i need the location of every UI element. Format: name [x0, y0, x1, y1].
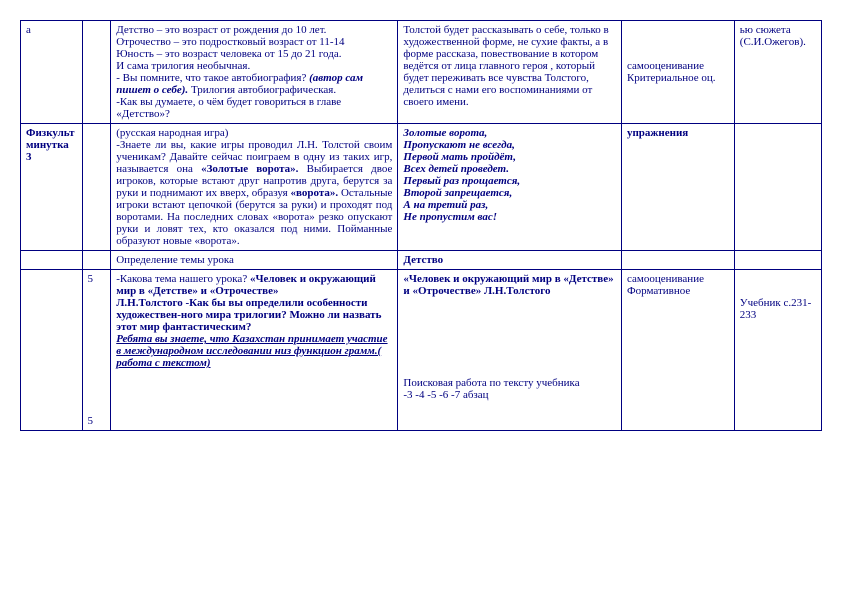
- poem-line: А на третий раз,: [403, 199, 616, 211]
- text-span: - Вы помните, что такое автобиография?: [116, 72, 309, 84]
- text-line: Толстой будет рассказывать о себе, тольк…: [403, 24, 616, 108]
- cell-time: [82, 21, 111, 124]
- cell-stage: [21, 270, 83, 431]
- table-row: Определение темы урока Детство: [21, 251, 822, 270]
- table-row: а Детство – это возраст от рождения до 1…: [21, 21, 822, 124]
- text-span: «ворота».: [291, 187, 339, 199]
- text-line: -Как вы думаете, о чём будет говориться …: [116, 96, 392, 120]
- poem-line: Первой мать пройдёт,: [403, 151, 616, 163]
- cell-time: [82, 251, 111, 270]
- poem-line: Второй запрещается,: [403, 187, 616, 199]
- cell-resources: [734, 251, 821, 270]
- text-line: упражнения: [627, 127, 688, 139]
- cell-stage: Физкульт минутка 3: [21, 124, 83, 251]
- cell-teacher-activity: Детство – это возраст от рождения до 10 …: [111, 21, 398, 124]
- cell-resources: [734, 124, 821, 251]
- cell-assessment: [621, 251, 734, 270]
- poem-line: Первый раз прощается,: [403, 175, 616, 187]
- text-span: «Золотые ворота».: [201, 163, 298, 175]
- cell-student-activity: «Человек и окружающий мир в «Детстве» и …: [398, 270, 622, 431]
- table-row: 5 5 -Какова тема нашего урока? «Человек …: [21, 270, 822, 431]
- cell-assessment: упражнения: [621, 124, 734, 251]
- poem-line: Не пропустим вас!: [403, 211, 616, 223]
- text-line: -Какова тема нашего урока? «Человек и ок…: [116, 273, 392, 297]
- cell-stage: [21, 251, 83, 270]
- text-line: самооценивание: [627, 60, 729, 72]
- text-span: Трилогия автобиографическая.: [188, 84, 336, 96]
- text-line: Учебник с.231-233: [740, 297, 816, 321]
- text-line: самооценивание: [627, 273, 729, 285]
- poem-line: Всех детей проведет.: [403, 163, 616, 175]
- text-line: Отрочество – это подростковый возраст от…: [116, 36, 392, 48]
- stage-label: минутка 3: [26, 139, 69, 163]
- cell-stage: а: [21, 21, 83, 124]
- text-line: -3 -4 -5 -6 -7 абзац: [403, 389, 616, 401]
- text-line: Поисковая работа по тексту учебника: [403, 377, 616, 389]
- text-block: -Знаете ли вы, какие игры проводил Л.Н. …: [116, 139, 392, 247]
- text-line: «Человек и окружающий мир в «Детстве» и …: [403, 273, 616, 297]
- lesson-plan-table: а Детство – это возраст от рождения до 1…: [20, 20, 822, 431]
- text-line: Формативное: [627, 285, 729, 297]
- cell-teacher-activity: (русская народная игра) -Знаете ли вы, к…: [111, 124, 398, 251]
- text-line: Ребята вы знаете, что Казахстан принимае…: [116, 333, 392, 369]
- cell-resources: Учебник с.231-233: [734, 270, 821, 431]
- table-row: Физкульт минутка 3 (русская народная игр…: [21, 124, 822, 251]
- text-line: ью сюжета (С.И.Ожегов).: [740, 24, 816, 48]
- poem-line: Пропускают не всегда,: [403, 139, 616, 151]
- cell-time: [82, 124, 111, 251]
- cell-assessment: самооценивание Формативное: [621, 270, 734, 431]
- text-span: -Какова тема нашего урока?: [116, 273, 250, 285]
- cell-teacher-activity: -Какова тема нашего урока? «Человек и ок…: [111, 270, 398, 431]
- text-line: Л.Н.Толстого -Как бы вы определили особе…: [116, 297, 392, 333]
- cell-assessment: самооценивание Критериальное оц.: [621, 21, 734, 124]
- cell-resources: ью сюжета (С.И.Ожегов).: [734, 21, 821, 124]
- text-line: Детство – это возраст от рождения до 10 …: [116, 24, 392, 36]
- text-line: - Вы помните, что такое автобиография? (…: [116, 72, 392, 96]
- cell-student-activity: Детство: [398, 251, 622, 270]
- text-line: И сама трилогия необычная.: [116, 60, 392, 72]
- text-line: (русская народная игра): [116, 127, 392, 139]
- text-line: Критериальное оц.: [627, 72, 729, 84]
- stage-label: Физкульт: [26, 127, 75, 139]
- cell-student-activity: Толстой будет рассказывать о себе, тольк…: [398, 21, 622, 124]
- cell-student-activity: Золотые ворота, Пропускают не всегда, Пе…: [398, 124, 622, 251]
- cell-teacher-activity: Определение темы урока: [111, 251, 398, 270]
- text-line: Юность – это возраст человека от 15 до 2…: [116, 48, 392, 60]
- cell-time: 5 5: [82, 270, 111, 431]
- time-top: 5: [88, 273, 106, 285]
- poem-line: Золотые ворота,: [403, 127, 616, 139]
- time-bottom: 5: [88, 415, 106, 427]
